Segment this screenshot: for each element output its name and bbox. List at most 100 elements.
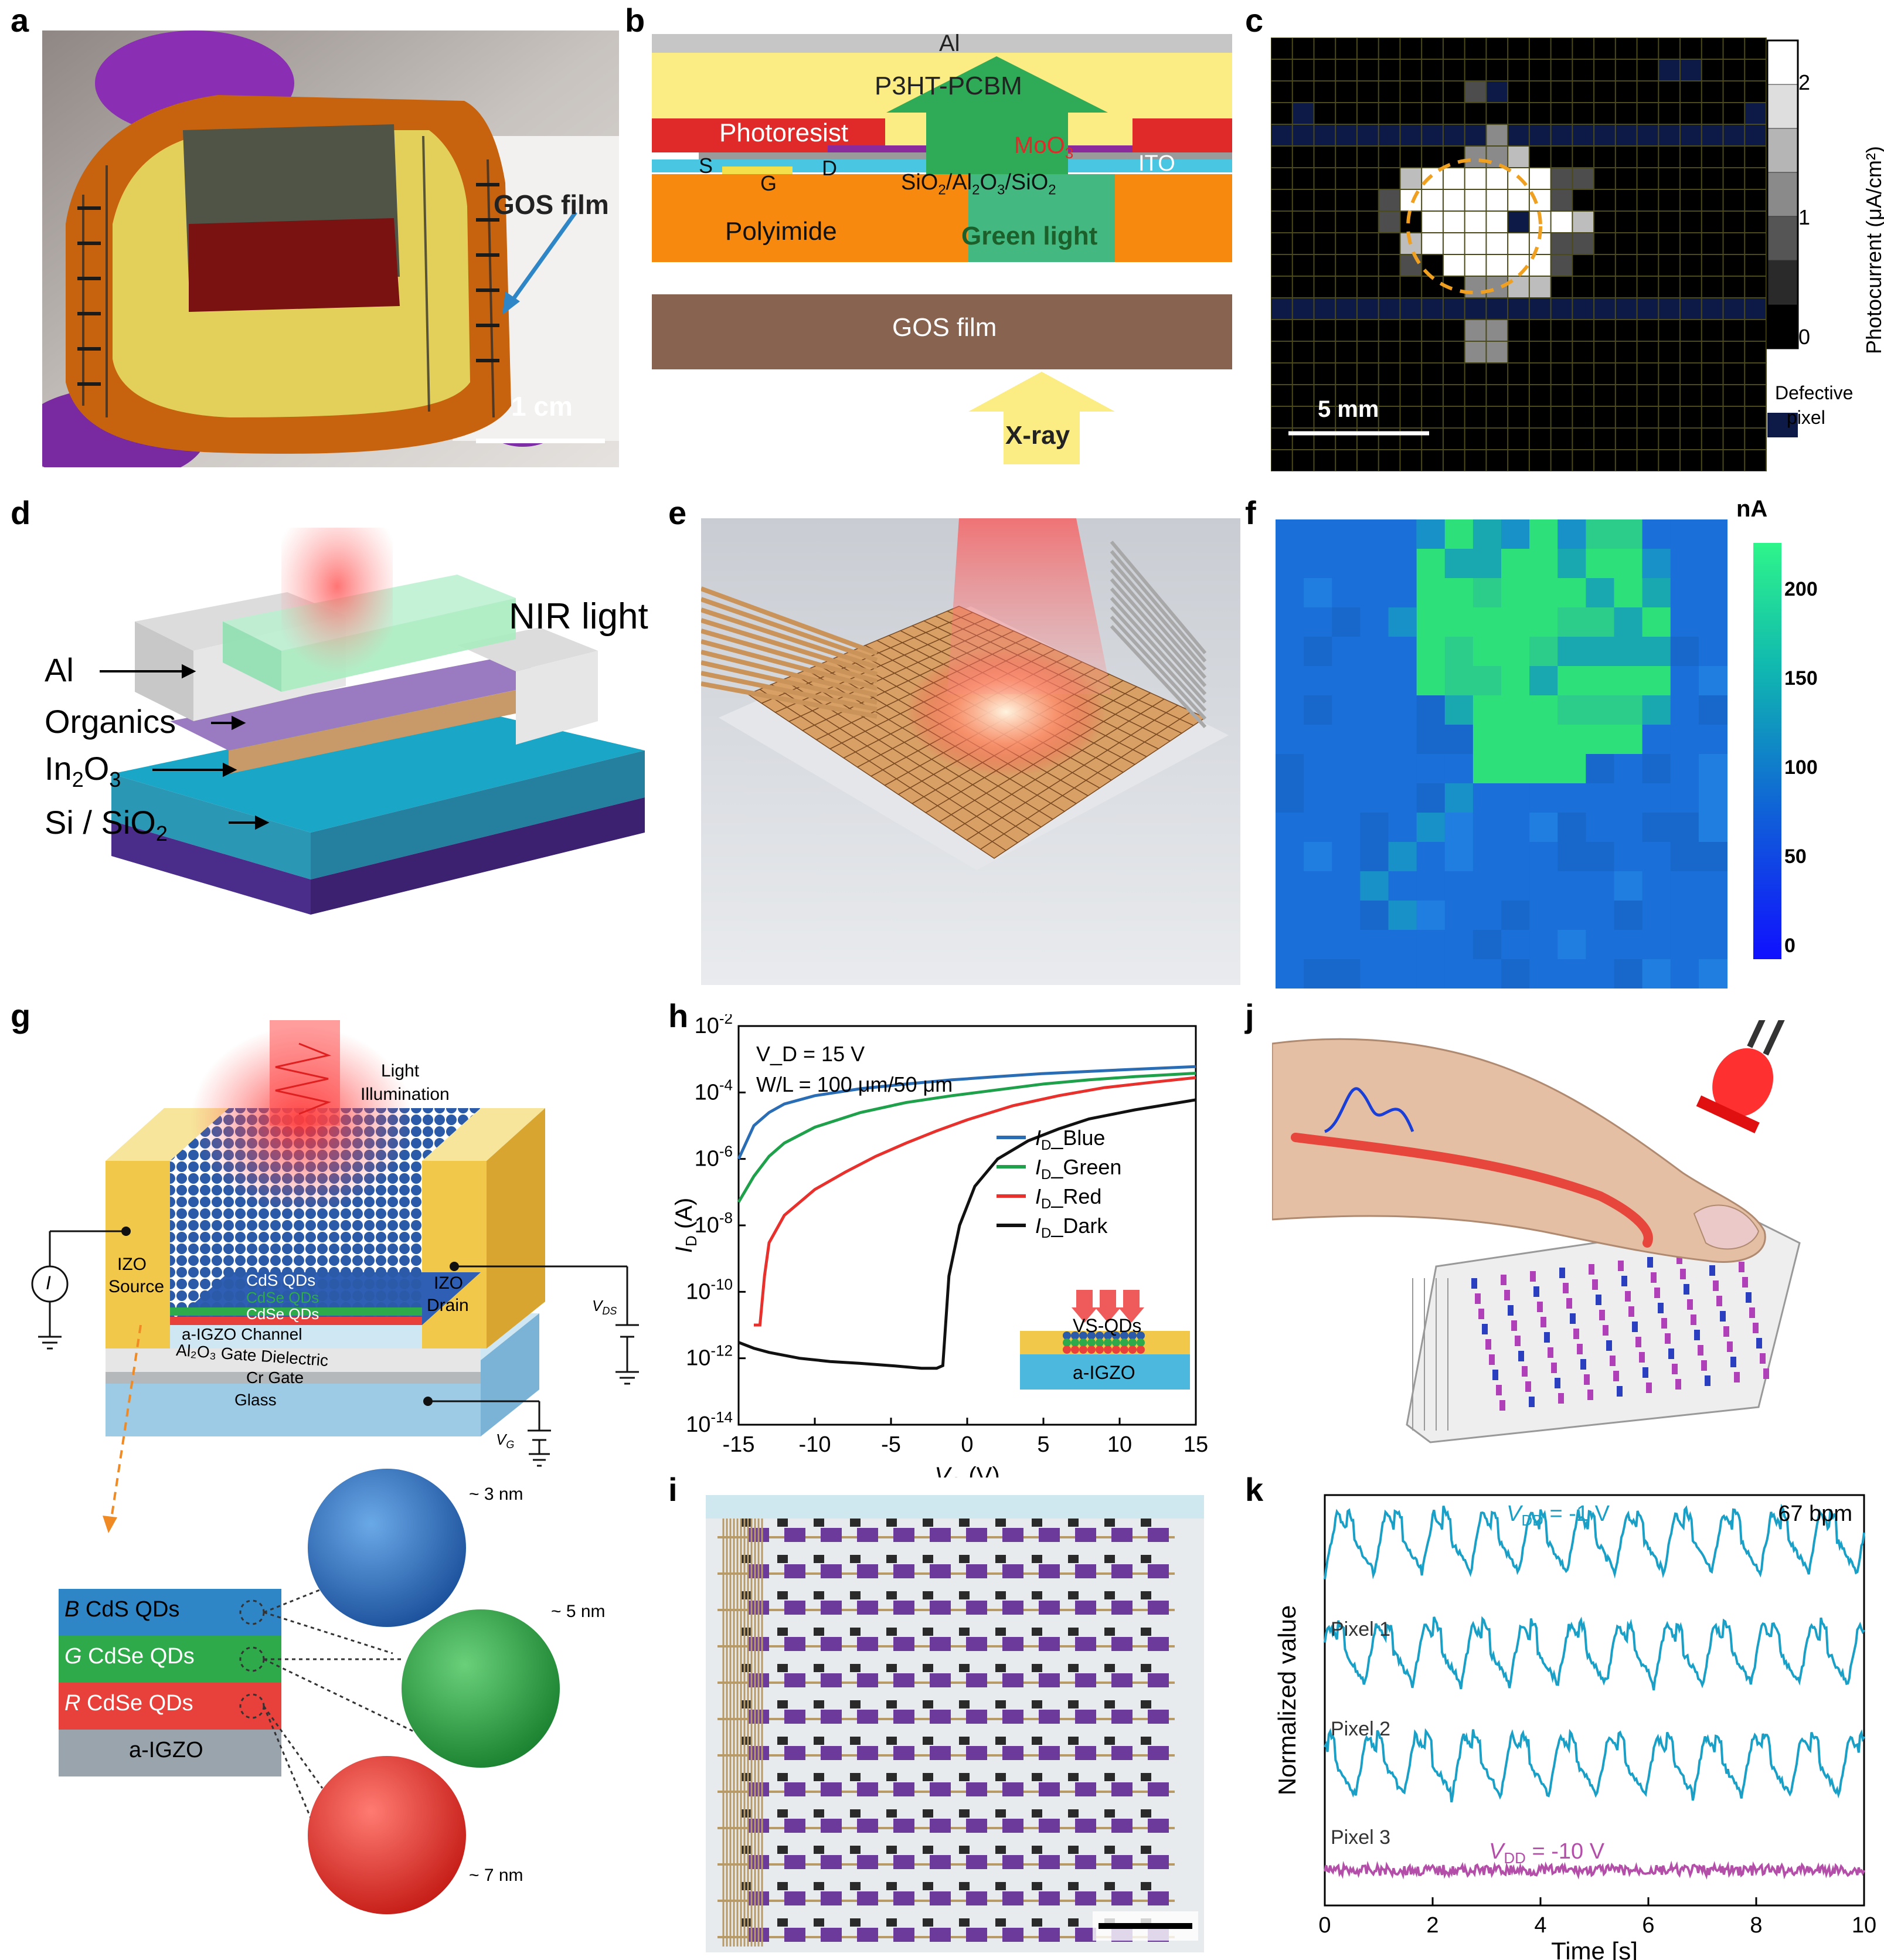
layer-label-r: R CdSe QDs [64, 1691, 193, 1716]
map-pixel [1400, 254, 1422, 276]
map-pixel [1529, 578, 1559, 608]
map-pixel [1304, 813, 1333, 843]
inset-qd-red [1063, 1346, 1071, 1354]
map-pixel [1304, 959, 1333, 989]
map-pixel [1670, 959, 1699, 989]
pixel-transistor [959, 1737, 970, 1745]
map-pixel [1637, 298, 1659, 320]
pixel-transistor [995, 1700, 1006, 1708]
map-pixel [1614, 754, 1643, 784]
inset-qd-blue [1096, 1331, 1104, 1340]
inset-qd-green [1104, 1339, 1112, 1347]
pixel-transistor [886, 1591, 897, 1599]
map-pixel [1614, 695, 1643, 725]
pixel-transistor [850, 1882, 861, 1890]
pixel-photodiode [893, 1891, 914, 1905]
pixel-photodiode [930, 1564, 951, 1578]
map-pixel [1529, 842, 1559, 872]
x-tick-label: 6 [1642, 1913, 1654, 1938]
map-pixel [1586, 666, 1615, 696]
array-pixel [1511, 1320, 1517, 1331]
map-pixel [1670, 871, 1699, 901]
pixel-transistor [1141, 1628, 1151, 1636]
inset-qd-red [1096, 1346, 1104, 1354]
pixel-transistor [777, 1882, 788, 1890]
map-pixel [1416, 930, 1446, 960]
map-pixel [1642, 901, 1671, 930]
pixel-photodiode [857, 1819, 878, 1833]
pixel-photodiode [930, 1855, 951, 1869]
map-pixel [1464, 276, 1487, 298]
inset-qd-blue [1071, 1331, 1079, 1340]
map-pixel [1360, 607, 1389, 637]
map-pixel [1443, 254, 1465, 276]
chart-annotation: V_D = 15 V [756, 1042, 865, 1066]
source-label: S [699, 154, 713, 178]
map-pixel [1670, 754, 1699, 784]
map-pixel [1443, 211, 1465, 233]
pixel-transistor [1068, 1519, 1079, 1527]
layer-text-g: CdSe QDs [88, 1644, 195, 1669]
y-tick-label: 10-8 [695, 1209, 733, 1238]
layer-letter-r: R [64, 1691, 81, 1716]
pixel-transistor [814, 1664, 824, 1672]
array-pixel [1573, 1329, 1579, 1339]
map-pixel [1723, 124, 1745, 146]
map-pixel [1444, 783, 1473, 813]
map-pixel [1557, 666, 1587, 696]
map-pixel [1378, 189, 1400, 211]
legend-subscript: D [1041, 1196, 1051, 1212]
pixel-photodiode [1148, 1673, 1169, 1687]
pixel-transistor [1141, 1555, 1151, 1563]
pixel-transistor [1068, 1628, 1079, 1636]
panel-g-phototransistor: Light Illumination IZO Source IZO Drain … [23, 1020, 668, 1947]
map-pixel [1314, 298, 1336, 320]
colorbar [1753, 543, 1781, 959]
map-pixel [1529, 168, 1551, 189]
map-pixel [1416, 578, 1446, 608]
map-pixel [1572, 211, 1594, 233]
array-pixel [1548, 1347, 1553, 1358]
pixel-photodiode [930, 1601, 951, 1615]
lead-line-right [1110, 550, 1207, 663]
layer-label-igzo: a-IGZO [129, 1738, 203, 1762]
map-pixel [1360, 813, 1389, 843]
map-pixel [1698, 637, 1727, 667]
pixel-transistor [814, 1700, 824, 1708]
pixel-photodiode [893, 1782, 914, 1796]
pixel-photodiode [821, 1891, 842, 1905]
cdse-qds-label-2: CdSe QDs [246, 1305, 319, 1323]
map-pixel [1701, 298, 1723, 320]
array-pixel [1530, 1271, 1536, 1282]
inset-light-arrow [1072, 1290, 1097, 1323]
size-label-3nm: ~ 3 nm [469, 1485, 523, 1504]
map-pixel [1276, 871, 1305, 901]
map-pixel [1698, 871, 1727, 901]
map-pixel [1444, 637, 1474, 667]
map-pixel [1276, 813, 1305, 843]
pixel-transistor [1104, 1555, 1115, 1563]
pixel-photodiode [1002, 1710, 1023, 1724]
colorbar-tick-1: 1 [1798, 205, 1811, 229]
pixel-transistor [886, 1737, 897, 1745]
pixel-transistor [814, 1628, 824, 1636]
vdd-var: V [1506, 1502, 1523, 1526]
map-pixel [1529, 124, 1551, 146]
map-pixel [1572, 168, 1594, 189]
panel-d-device-schematic: Al Organics In2O3 Si / SiO2 NIR light [35, 528, 680, 950]
pixel-transistor [777, 1809, 788, 1818]
array-pixel [1621, 1276, 1627, 1286]
map-pixel [1557, 754, 1587, 784]
map-pixel [1360, 930, 1389, 960]
inset-qd-red [1087, 1346, 1096, 1354]
map-pixel [1698, 930, 1727, 960]
inset-qd-green [1063, 1339, 1071, 1347]
map-pixel [1356, 124, 1379, 146]
x-axis-label-sub: G [950, 1474, 962, 1477]
pixel-photodiode [1075, 1782, 1096, 1796]
pixel-transistor [814, 1555, 824, 1563]
pixel-transistor [814, 1773, 824, 1781]
map-pixel [1388, 754, 1417, 784]
pixel-transistor [814, 1809, 824, 1818]
y-tick-exponent: -4 [719, 1076, 733, 1093]
